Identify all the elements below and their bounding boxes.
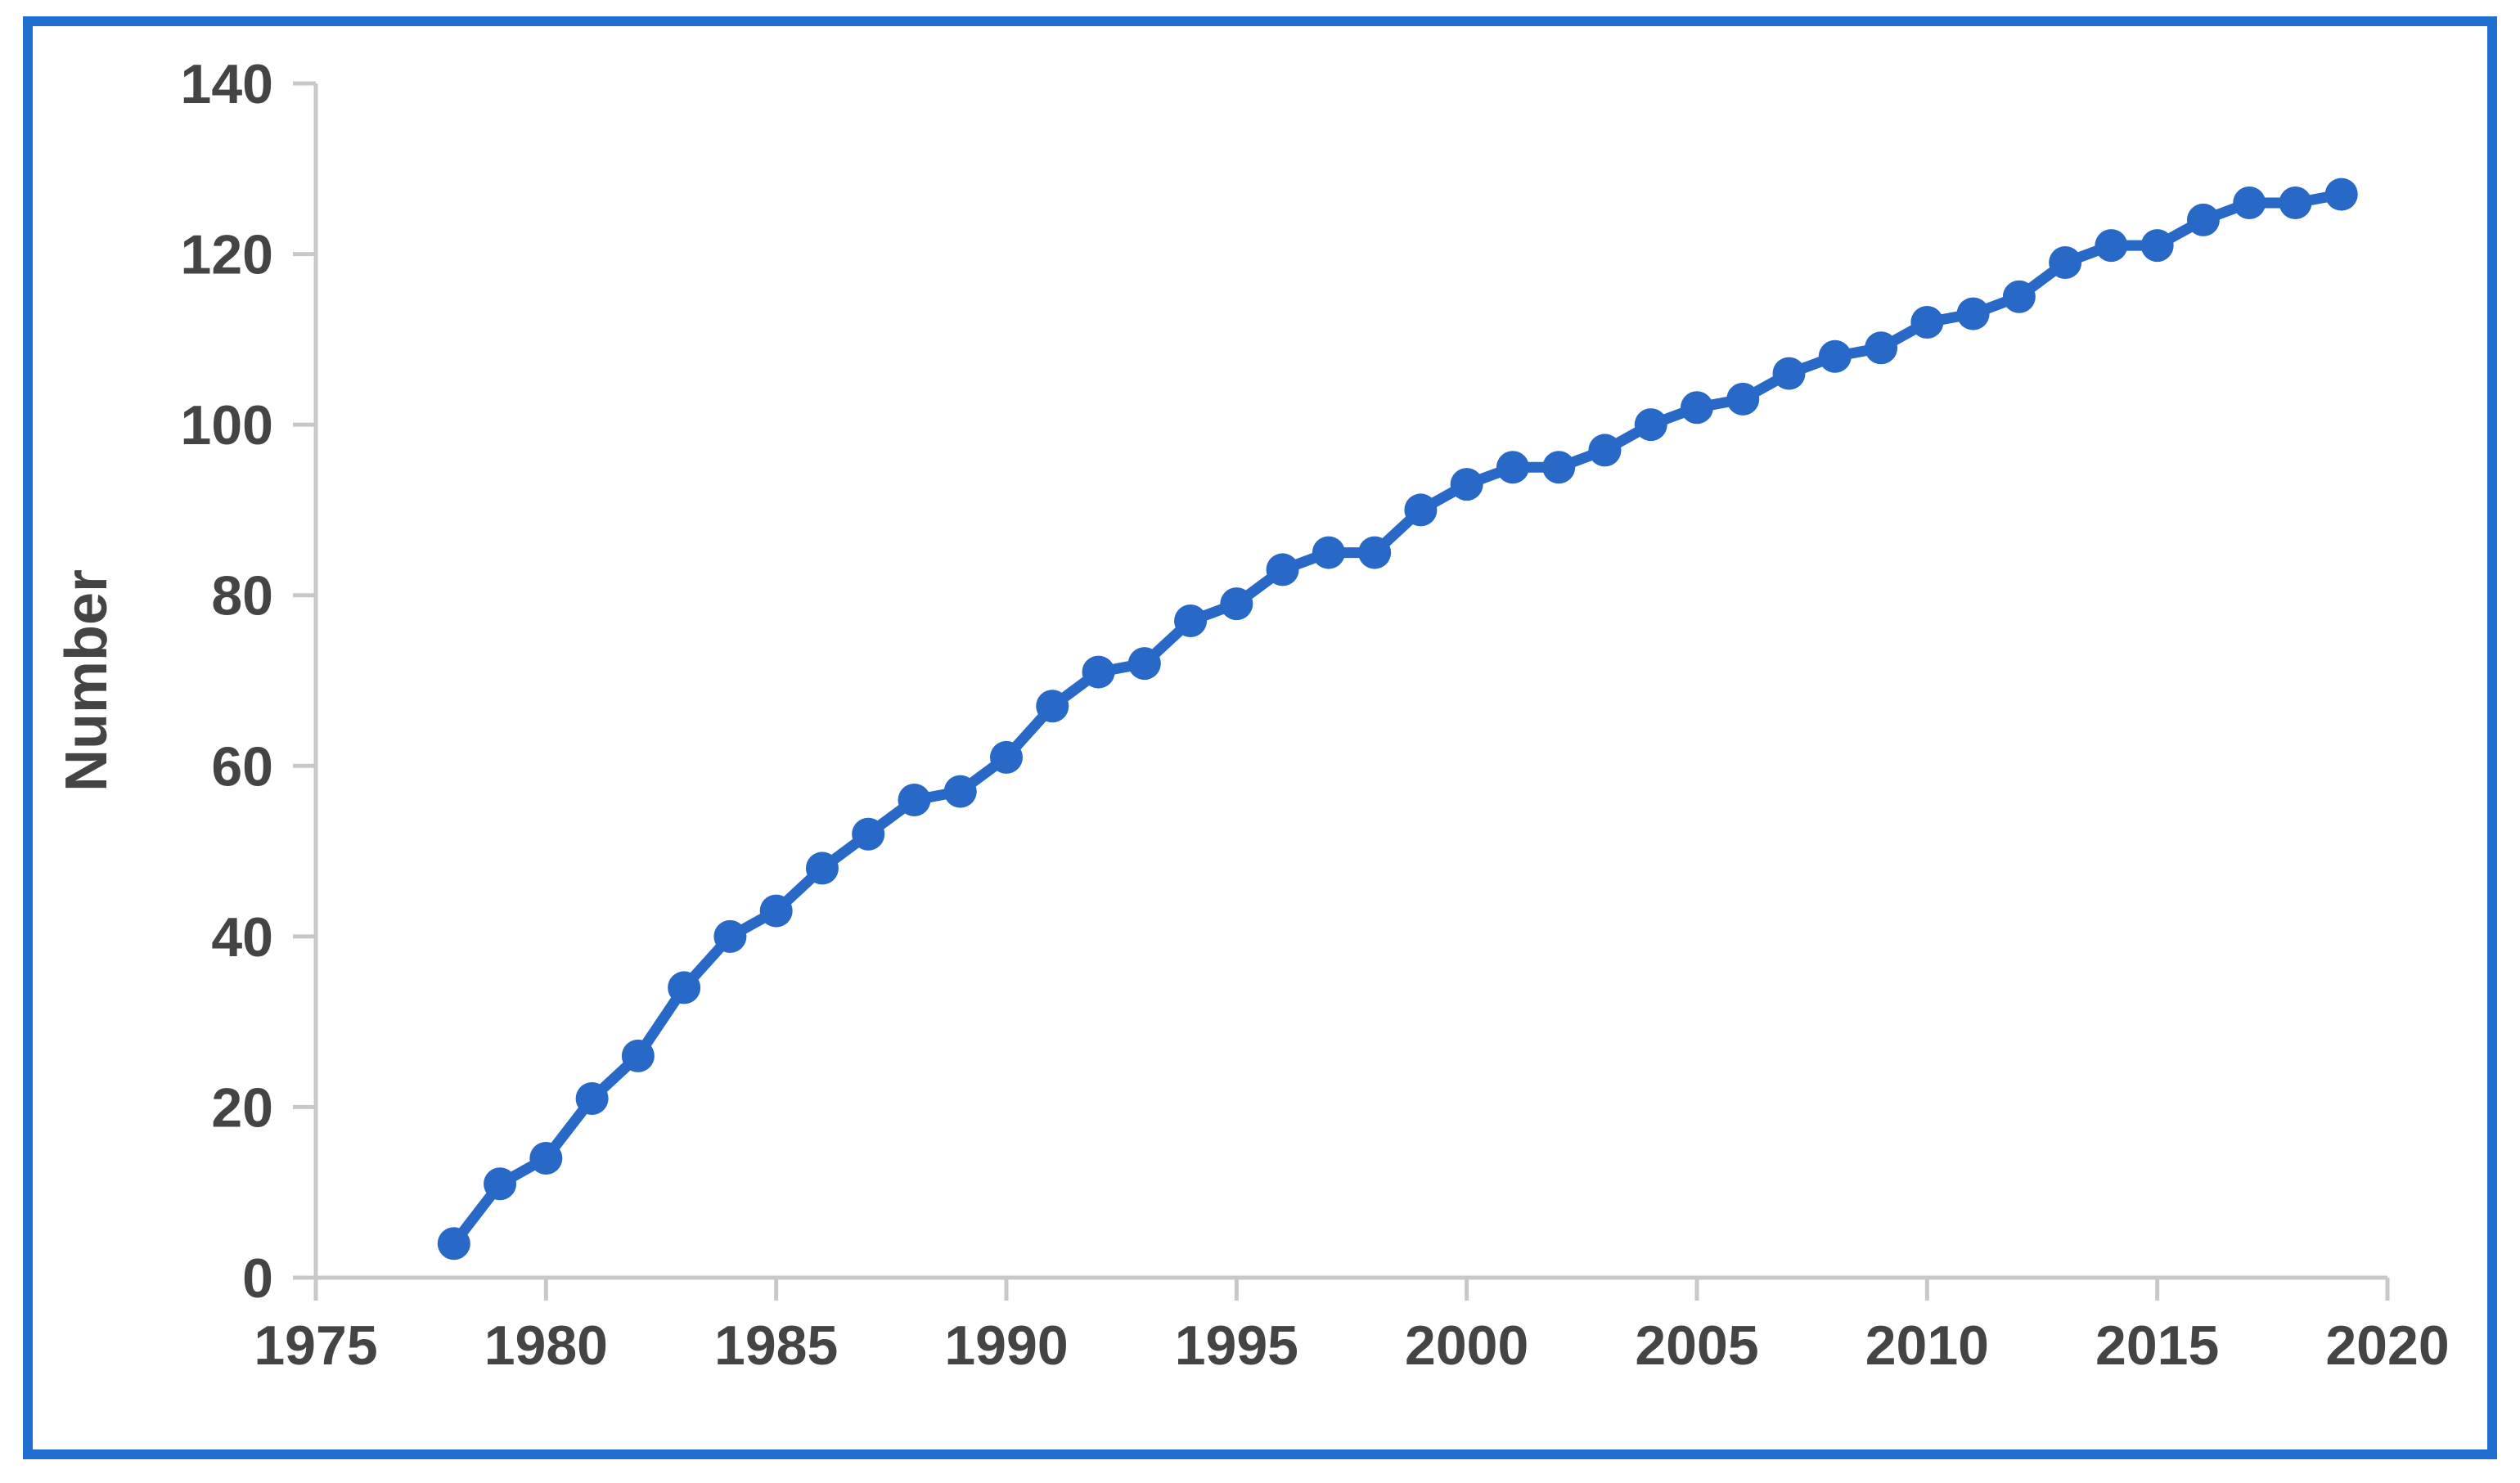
data-point	[1910, 306, 1944, 339]
x-tick-label: 2005	[1635, 1314, 1758, 1377]
data-point	[943, 775, 977, 808]
data-point	[898, 784, 931, 816]
data-point	[805, 852, 839, 885]
data-point	[1865, 331, 1898, 365]
y-axis-label: Number	[54, 569, 119, 792]
data-point	[437, 1227, 470, 1261]
y-tick-label: 80	[211, 565, 273, 627]
x-tick-label: 2020	[2325, 1314, 2449, 1377]
data-point	[1542, 451, 1576, 484]
data-point	[2186, 203, 2220, 236]
x-tick-label: 1985	[714, 1314, 838, 1377]
y-tick-label: 100	[181, 394, 273, 456]
data-point	[1174, 604, 1208, 637]
data-point	[529, 1142, 563, 1175]
y-tick-label: 20	[211, 1076, 273, 1139]
data-point	[1036, 690, 1069, 723]
data-point	[2279, 186, 2312, 219]
data-point	[1220, 587, 1253, 621]
data-point	[1312, 536, 1345, 569]
y-tick-label: 0	[242, 1247, 273, 1310]
data-point	[1450, 468, 1483, 501]
axes: 0 20 40 60 80 100 120 140 1975 1980 1985 1990 1995 20…	[181, 53, 2450, 1377]
data-point	[2002, 280, 2036, 313]
data-point	[852, 817, 885, 851]
x-tick-label: 2015	[2095, 1314, 2219, 1377]
data-point	[1726, 382, 1760, 416]
y-tick-label: 40	[211, 906, 273, 968]
data-point	[1404, 493, 1438, 527]
data-point	[990, 740, 1023, 774]
y-tick-label: 60	[211, 735, 273, 798]
data-point	[1634, 408, 1667, 442]
data-point	[1496, 451, 1529, 484]
data-point	[713, 919, 747, 953]
data-point	[1681, 391, 1713, 425]
data-point	[1358, 536, 1392, 569]
data-point	[668, 971, 701, 1004]
x-tick-label: 1980	[484, 1314, 608, 1377]
data-point	[1772, 357, 1806, 390]
data-point	[2233, 186, 2266, 219]
data-point	[484, 1167, 517, 1201]
data-point	[2049, 246, 2082, 279]
y-tick-label: 120	[181, 224, 273, 286]
data-point	[1588, 434, 1622, 467]
x-tick-label: 1995	[1175, 1314, 1298, 1377]
data-point	[621, 1039, 655, 1072]
data-point	[2324, 178, 2358, 211]
data-point	[1082, 655, 1115, 689]
x-tick-label: 1975	[254, 1314, 377, 1377]
y-tick-label: 140	[181, 53, 273, 115]
data-point	[2140, 229, 2174, 263]
data-point	[1266, 553, 1299, 586]
x-tick-label: 2000	[1405, 1314, 1528, 1377]
data-point	[575, 1082, 609, 1115]
data-point	[759, 894, 793, 928]
data-point	[1956, 297, 1990, 330]
series-layer	[437, 178, 2358, 1261]
data-point	[1818, 339, 1852, 373]
x-tick-label: 2010	[1865, 1314, 1989, 1377]
data-point	[2095, 229, 2128, 263]
data-point	[1127, 647, 1161, 681]
x-tick-label: 1990	[944, 1314, 1068, 1377]
